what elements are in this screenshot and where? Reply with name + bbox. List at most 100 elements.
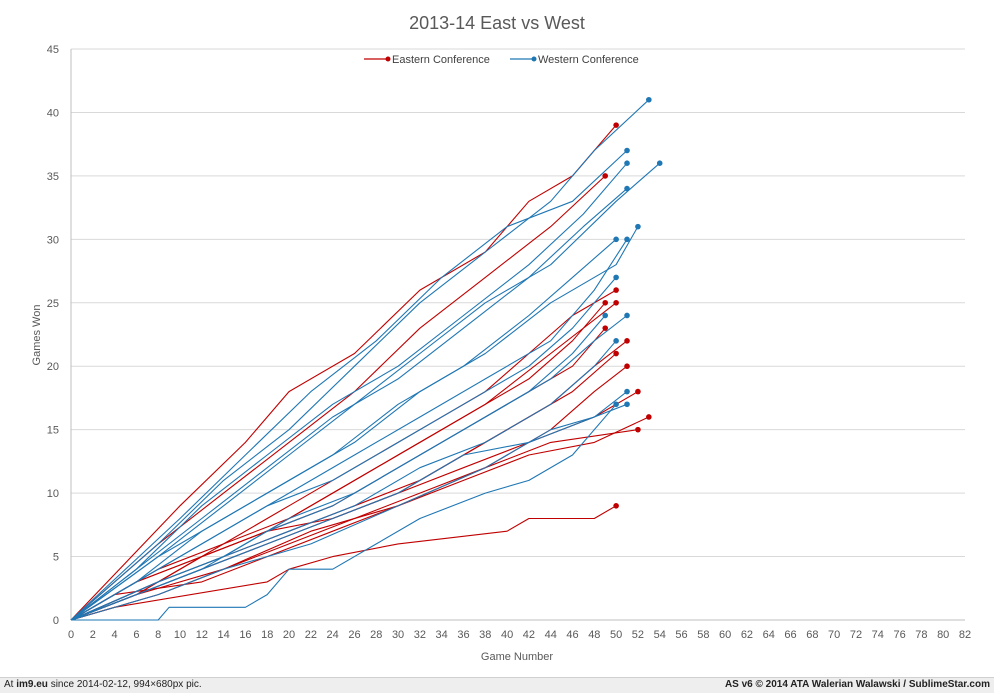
x-tick-label: 52 <box>632 629 644 641</box>
y-tick-label: 45 <box>47 44 59 56</box>
legend-west-marker <box>531 56 537 62</box>
x-tick-label: 54 <box>654 629 666 641</box>
x-tick-label: 10 <box>174 629 186 641</box>
x-tick-label: 60 <box>719 629 731 641</box>
x-tick-label: 0 <box>68 629 74 641</box>
series-end-marker-east-0 <box>613 122 619 128</box>
x-tick-label: 34 <box>436 629 448 641</box>
x-tick-label: 14 <box>218 629 230 641</box>
legend-west-label: Western Conference <box>538 54 639 66</box>
footer-prefix: At <box>4 679 17 690</box>
series-line-west-21 <box>70 277 617 621</box>
series-line-west-24 <box>70 340 617 621</box>
series-end-marker-east-11 <box>635 426 641 433</box>
series-end-marker-east-2 <box>613 287 619 293</box>
series-end-marker-east-1 <box>602 173 609 179</box>
series-end-marker-west-20 <box>624 236 630 243</box>
y-axis-label: Games Won <box>31 305 43 366</box>
y-tick-label: 35 <box>47 171 59 183</box>
x-tick-label: 18 <box>261 629 273 641</box>
series-end-marker-east-3 <box>602 299 609 306</box>
x-tick-label: 8 <box>155 629 161 641</box>
series-end-marker-west-23 <box>602 312 609 319</box>
series-end-marker-east-10 <box>646 414 652 420</box>
x-tick-label: 74 <box>872 629 884 641</box>
series-line-west-15 <box>70 162 628 621</box>
x-tick-label: 56 <box>675 629 687 641</box>
x-tick-label: 66 <box>784 629 796 641</box>
x-tick-label: 82 <box>959 629 971 641</box>
series-end-marker-west-24 <box>613 338 619 344</box>
series-line-west-19 <box>70 238 617 621</box>
y-tick-label: 25 <box>47 298 59 310</box>
x-tick-label: 68 <box>806 629 818 641</box>
x-tick-label: 32 <box>414 629 426 641</box>
x-tick-label: 58 <box>697 629 709 641</box>
series-line-west-27 <box>71 403 617 621</box>
series-end-marker-west-26 <box>624 401 630 408</box>
series-end-marker-east-7 <box>613 350 619 357</box>
y-tick-label: 5 <box>53 552 59 564</box>
series-line-east-11 <box>70 429 638 621</box>
series-end-marker-west-27 <box>613 401 619 408</box>
footer-suffix: since 2014-02-12, 994×680px pic. <box>47 679 202 690</box>
series-end-marker-west-14 <box>624 147 630 154</box>
y-tick-label: 30 <box>47 234 59 246</box>
series-line-west-13 <box>70 99 650 621</box>
series-end-marker-west-19 <box>613 236 619 243</box>
x-tick-label: 2 <box>90 629 96 641</box>
series-end-marker-west-22 <box>624 312 630 319</box>
x-tick-label: 24 <box>327 629 339 641</box>
axes <box>70 49 965 621</box>
series-end-marker-west-13 <box>646 96 652 103</box>
x-tick-label: 70 <box>828 629 840 641</box>
x-tick-label: 22 <box>305 629 317 641</box>
x-tick-label: 44 <box>545 629 557 641</box>
series-end-marker-east-8 <box>624 363 630 370</box>
x-tick-label: 64 <box>763 629 775 641</box>
series-line-west-18 <box>70 226 639 621</box>
series-end-marker-east-6 <box>624 338 630 344</box>
y-tick-label: 10 <box>47 488 59 500</box>
footer-credit-right: AS v6 © 2014 ATA Walerian Walawski / Sub… <box>724 679 990 690</box>
x-tick-label: 16 <box>239 629 251 641</box>
series-line-east-3 <box>70 302 606 621</box>
series-line-east-0 <box>70 124 617 621</box>
series-end-marker-west-18 <box>635 223 641 230</box>
x-tick-label: 4 <box>112 629 118 641</box>
series-end-marker-west-15 <box>624 160 630 166</box>
y-tick-label: 15 <box>47 425 59 437</box>
legend-east-label: Eastern Conference <box>392 54 490 66</box>
footer-site-link[interactable]: im9.eu <box>16 679 48 690</box>
x-tick-label: 50 <box>610 629 622 641</box>
y-tick-label: 40 <box>47 107 59 119</box>
x-tick-label: 62 <box>741 629 753 641</box>
x-tick-label: 40 <box>501 629 513 641</box>
series-end-marker-west-25 <box>624 388 630 395</box>
y-tick-label: 0 <box>53 615 59 627</box>
series-line-west-16 <box>70 162 661 621</box>
x-tick-label: 72 <box>850 629 862 641</box>
gridlines <box>71 48 965 558</box>
series-line-east-1 <box>70 175 606 621</box>
x-tick-label: 78 <box>915 629 927 641</box>
x-tick-label: 80 <box>937 629 949 641</box>
series-line-west-22 <box>70 315 628 621</box>
series-line-west-25 <box>70 391 628 621</box>
series-end-marker-west-16 <box>656 160 663 166</box>
footer-credit-left: At im9.eu since 2014-02-12, 994×680px pi… <box>4 679 202 690</box>
x-tick-label: 42 <box>523 629 535 641</box>
legend-east-marker <box>385 56 391 62</box>
series-line-east-2 <box>70 289 617 621</box>
series-end-marker-east-4 <box>613 299 619 306</box>
series-line-west-23 <box>70 315 606 621</box>
series-line-west-17 <box>70 188 628 621</box>
series-end-marker-east-12 <box>613 503 619 509</box>
x-tick-label: 12 <box>196 629 208 641</box>
x-tick-label: 20 <box>283 629 295 641</box>
y-tick-label: 20 <box>47 361 59 373</box>
x-tick-label: 28 <box>370 629 382 641</box>
x-tick-label: 46 <box>566 629 578 641</box>
